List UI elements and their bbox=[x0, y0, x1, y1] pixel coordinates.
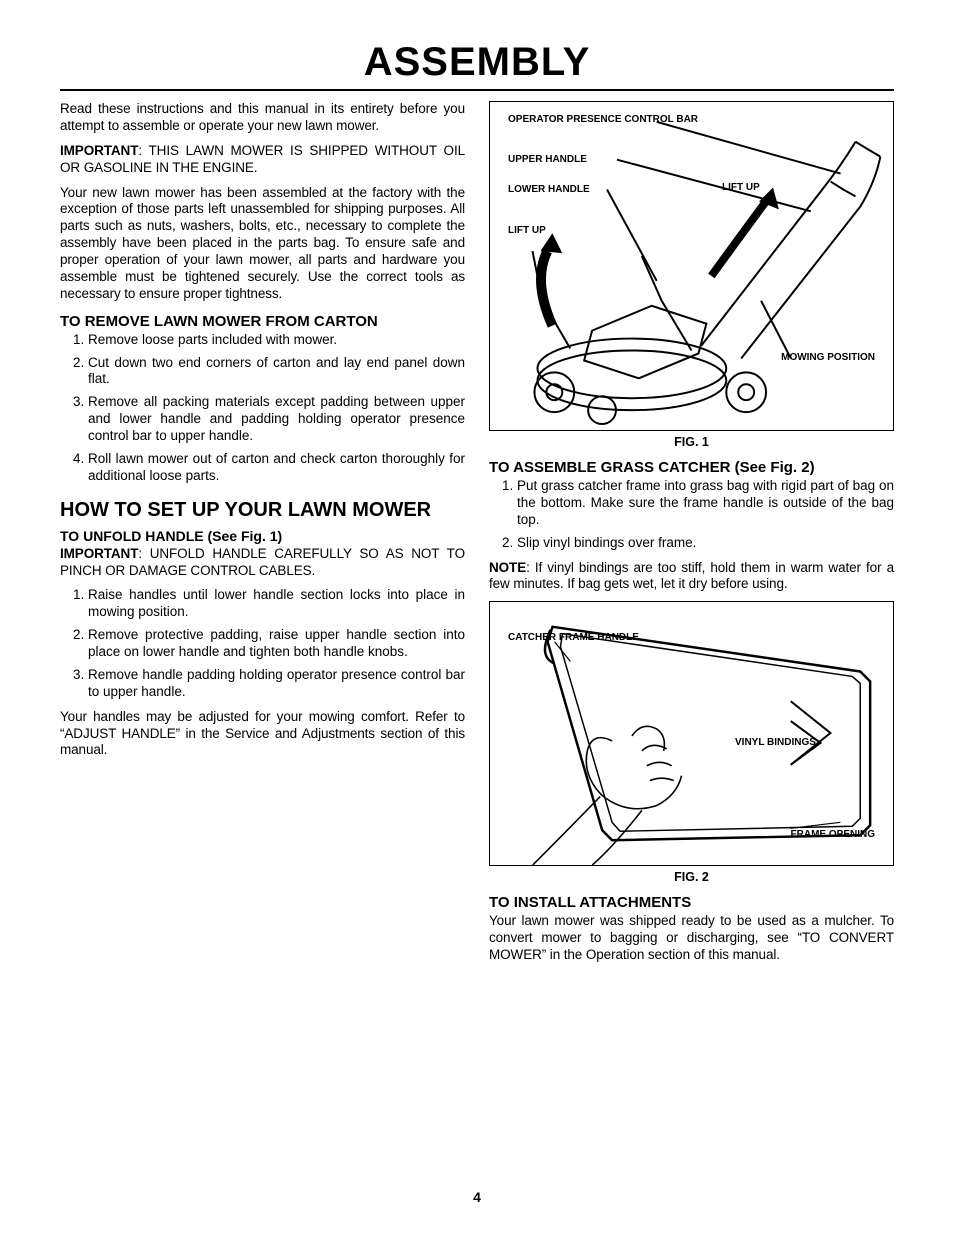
note-text: : If vinyl bindings are too stiff, hold … bbox=[489, 560, 894, 592]
heading-setup-mower: HOW TO SET UP YOUR LAWN MOWER bbox=[60, 499, 465, 522]
list-item: Remove protective padding, raise upper h… bbox=[88, 627, 465, 661]
adjust-note: Your handles may be adjusted for your mo… bbox=[60, 709, 465, 760]
important-2-label: IMPORTANT bbox=[60, 546, 138, 561]
list-item: Remove loose parts included with mower. bbox=[88, 332, 465, 349]
list-item: Remove all packing materials except padd… bbox=[88, 394, 465, 445]
catcher-list: Put grass catcher frame into grass bag w… bbox=[489, 478, 894, 552]
figure-2-caption: FIG. 2 bbox=[489, 870, 894, 884]
page: ASSEMBLY Read these instructions and thi… bbox=[0, 0, 954, 1235]
intro-2: Your new lawn mower has been assembled a… bbox=[60, 185, 465, 303]
figure-1-box: OPERATOR PRESENCE CONTROL BAR UPPER HAND… bbox=[489, 101, 894, 431]
right-column: OPERATOR PRESENCE CONTROL BAR UPPER HAND… bbox=[489, 101, 894, 972]
list-item: Raise handles until lower handle section… bbox=[88, 587, 465, 621]
install-text: Your lawn mower was shipped ready to be … bbox=[489, 913, 894, 964]
list-item: Slip vinyl bindings over frame. bbox=[517, 535, 894, 552]
heading-remove-carton: TO REMOVE LAWN MOWER FROM CARTON bbox=[60, 313, 465, 330]
content-columns: Read these instructions and this manual … bbox=[60, 101, 894, 972]
figure-2-box: CATCHER FRAME HANDLE VINYL BINDINGS FRAM… bbox=[489, 601, 894, 866]
heading-assemble-catcher: TO ASSEMBLE GRASS CATCHER (See Fig. 2) bbox=[489, 459, 894, 476]
left-column: Read these instructions and this manual … bbox=[60, 101, 465, 972]
figure-1-caption: FIG. 1 bbox=[489, 435, 894, 449]
intro-1: Read these instructions and this manual … bbox=[60, 101, 465, 135]
page-number: 4 bbox=[0, 1189, 954, 1205]
important-1: IMPORTANT: THIS LAWN MOWER IS SHIPPED WI… bbox=[60, 143, 465, 177]
note-label: NOTE bbox=[489, 560, 526, 575]
catcher-note: NOTE: If vinyl bindings are too stiff, h… bbox=[489, 560, 894, 594]
heading-install-attachments: TO INSTALL ATTACHMENTS bbox=[489, 894, 894, 911]
list-item: Cut down two end corners of carton and l… bbox=[88, 355, 465, 389]
unfold-list: Raise handles until lower handle section… bbox=[60, 587, 465, 700]
important-1-label: IMPORTANT bbox=[60, 143, 138, 158]
page-title: ASSEMBLY bbox=[60, 40, 894, 91]
important-2: IMPORTANT: UNFOLD HANDLE CAREFULLY SO AS… bbox=[60, 546, 465, 580]
fig1-diagram-icon bbox=[490, 102, 893, 430]
list-item: Roll lawn mower out of carton and check … bbox=[88, 451, 465, 485]
list-item: Put grass catcher frame into grass bag w… bbox=[517, 478, 894, 529]
remove-carton-list: Remove loose parts included with mower. … bbox=[60, 332, 465, 485]
fig2-diagram-icon bbox=[490, 602, 893, 865]
heading-unfold-handle: TO UNFOLD HANDLE (See Fig. 1) bbox=[60, 528, 465, 544]
list-item: Remove handle padding holding operator p… bbox=[88, 667, 465, 701]
